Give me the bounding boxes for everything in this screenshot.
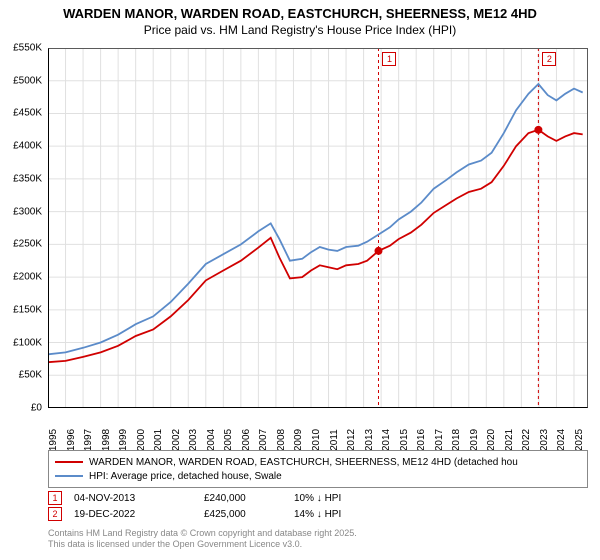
x-tick-label: 2009	[293, 429, 304, 451]
transaction-price: £425,000	[204, 509, 294, 520]
transactions-table: 1 04-NOV-2013£240,00010% ↓ HPI 2 19-DEC-202…	[48, 490, 588, 522]
legend-label: WARDEN MANOR, WARDEN ROAD, EASTCHURCH, S…	[89, 457, 518, 468]
legend-swatch	[55, 461, 83, 463]
attribution-line-1: Contains HM Land Registry data © Crown c…	[48, 528, 588, 539]
transaction-date: 04-NOV-2013	[74, 493, 204, 504]
y-tick-label: £250K	[13, 239, 42, 250]
transaction-badge: 1	[48, 491, 62, 505]
transaction-badge: 2	[48, 507, 62, 521]
x-tick-label: 2001	[153, 429, 164, 451]
x-tick-label: 1995	[48, 429, 59, 451]
x-tick-label: 1996	[66, 429, 77, 451]
x-tick-label: 2014	[381, 429, 392, 451]
transaction-delta: 14% ↓ HPI	[294, 509, 414, 520]
attribution-line-2: This data is licensed under the Open Gov…	[48, 539, 588, 550]
legend: WARDEN MANOR, WARDEN ROAD, EASTCHURCH, S…	[48, 450, 588, 488]
x-tick-label: 2005	[223, 429, 234, 451]
x-tick-label: 2011	[329, 429, 340, 451]
y-tick-label: £500K	[13, 75, 42, 86]
x-tick-label: 2023	[539, 429, 550, 451]
transaction-row: 2 19-DEC-2022£425,00014% ↓ HPI	[48, 506, 588, 522]
x-tick-label: 2021	[504, 429, 515, 451]
chart-title: WARDEN MANOR, WARDEN ROAD, EASTCHURCH, S…	[0, 6, 600, 21]
x-tick-label: 2015	[399, 429, 410, 451]
plot-svg	[48, 48, 588, 408]
transaction-row: 1 04-NOV-2013£240,00010% ↓ HPI	[48, 490, 588, 506]
x-tick-label: 2003	[188, 429, 199, 451]
y-tick-label: £550K	[13, 43, 42, 54]
x-tick-label: 2022	[521, 429, 532, 451]
x-tick-label: 2019	[469, 429, 480, 451]
x-tick-label: 2000	[136, 429, 147, 451]
x-tick-label: 1997	[83, 429, 94, 451]
series-hpi	[48, 84, 583, 354]
y-tick-label: £0	[31, 403, 42, 414]
y-axis-labels: £0£50K£100K£150K£200K£250K£300K£350K£400…	[0, 48, 44, 408]
legend-item: WARDEN MANOR, WARDEN ROAD, EASTCHURCH, S…	[55, 455, 581, 469]
y-tick-label: £350K	[13, 173, 42, 184]
x-tick-label: 2020	[486, 429, 497, 451]
x-axis-labels: 1995199619971998199920002001200220032004…	[48, 410, 588, 444]
x-tick-label: 1998	[101, 429, 112, 451]
y-tick-label: £100K	[13, 337, 42, 348]
transaction-price: £240,000	[204, 493, 294, 504]
chart-container: WARDEN MANOR, WARDEN ROAD, EASTCHURCH, S…	[0, 0, 600, 560]
legend-item: HPI: Average price, detached house, Swal…	[55, 469, 581, 483]
series-lines	[48, 84, 583, 362]
series-property	[48, 130, 583, 362]
x-tick-label: 2004	[206, 429, 217, 451]
legend-swatch	[55, 475, 83, 477]
marker-dot	[374, 247, 382, 255]
title-block: WARDEN MANOR, WARDEN ROAD, EASTCHURCH, S…	[0, 0, 600, 39]
x-tick-label: 2025	[574, 429, 585, 451]
x-tick-label: 2017	[434, 429, 445, 451]
x-tick-label: 2007	[258, 429, 269, 451]
marker-dot	[534, 126, 542, 134]
x-tick-label: 1999	[118, 429, 129, 451]
marker-badge: 2	[542, 52, 556, 66]
x-tick-label: 2016	[416, 429, 427, 451]
x-tick-label: 2013	[364, 429, 375, 451]
plot-area: 12	[48, 48, 588, 408]
y-tick-label: £400K	[13, 141, 42, 152]
attribution: Contains HM Land Registry data © Crown c…	[48, 528, 588, 551]
x-tick-label: 2002	[171, 429, 182, 451]
y-tick-label: £150K	[13, 304, 42, 315]
x-tick-label: 2010	[311, 429, 322, 451]
marker-badge: 1	[382, 52, 396, 66]
transaction-date: 19-DEC-2022	[74, 509, 204, 520]
y-tick-label: £50K	[19, 370, 42, 381]
legend-label: HPI: Average price, detached house, Swal…	[89, 471, 282, 482]
y-tick-label: £200K	[13, 272, 42, 283]
x-tick-label: 2024	[556, 429, 567, 451]
grid	[48, 48, 588, 408]
x-tick-label: 2006	[241, 429, 252, 451]
y-tick-label: £300K	[13, 206, 42, 217]
x-tick-label: 2018	[451, 429, 462, 451]
x-tick-label: 2008	[276, 429, 287, 451]
x-tick-label: 2012	[346, 429, 357, 451]
marker-lines	[378, 48, 538, 408]
y-tick-label: £450K	[13, 108, 42, 119]
chart-subtitle: Price paid vs. HM Land Registry's House …	[0, 23, 600, 37]
transaction-delta: 10% ↓ HPI	[294, 493, 414, 504]
